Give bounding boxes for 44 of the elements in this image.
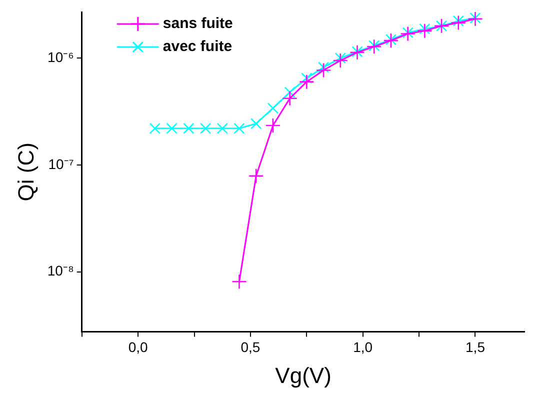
point: [232, 274, 247, 290]
point: [366, 38, 382, 54]
point: [417, 23, 432, 38]
point: [183, 122, 194, 134]
point: [166, 122, 178, 134]
x-tick-label: 1,5: [466, 339, 486, 356]
x-tick-label: 1,0: [353, 339, 373, 356]
point: [318, 62, 330, 73]
legend-label: sans fuite: [162, 15, 233, 32]
y-tick-label: 10⁻⁸: [47, 262, 74, 279]
point: [402, 27, 414, 38]
point: [368, 40, 380, 52]
legend-label: avec fuite: [162, 38, 232, 56]
point: [400, 26, 416, 42]
point: [316, 62, 332, 78]
point: [452, 15, 464, 26]
x-axis-title: Vg(V): [275, 362, 332, 388]
point: [234, 122, 245, 134]
point: [284, 86, 296, 98]
point: [200, 122, 212, 134]
point: [334, 52, 346, 64]
point: [301, 72, 312, 84]
point: [216, 122, 228, 134]
point: [350, 44, 365, 60]
point: [352, 46, 363, 58]
point: [299, 74, 314, 90]
point: [267, 102, 279, 114]
point: [470, 12, 481, 24]
point: [419, 23, 430, 34]
point: [250, 118, 262, 130]
y-tick-label: 10⁻⁶: [48, 48, 74, 65]
x-tick-label: 0,5: [240, 339, 260, 356]
point: [385, 34, 397, 46]
y-axis-title: Qi (C): [13, 142, 38, 202]
point: [468, 12, 483, 26]
point: [450, 15, 466, 30]
point: [383, 32, 399, 48]
x-tick-label: 0,0: [128, 339, 148, 356]
point: [282, 90, 298, 106]
point: [265, 118, 281, 134]
point: [248, 168, 264, 184]
point: [332, 52, 348, 68]
y-tick-label: 10⁻⁷: [48, 156, 74, 172]
point: [149, 122, 161, 134]
